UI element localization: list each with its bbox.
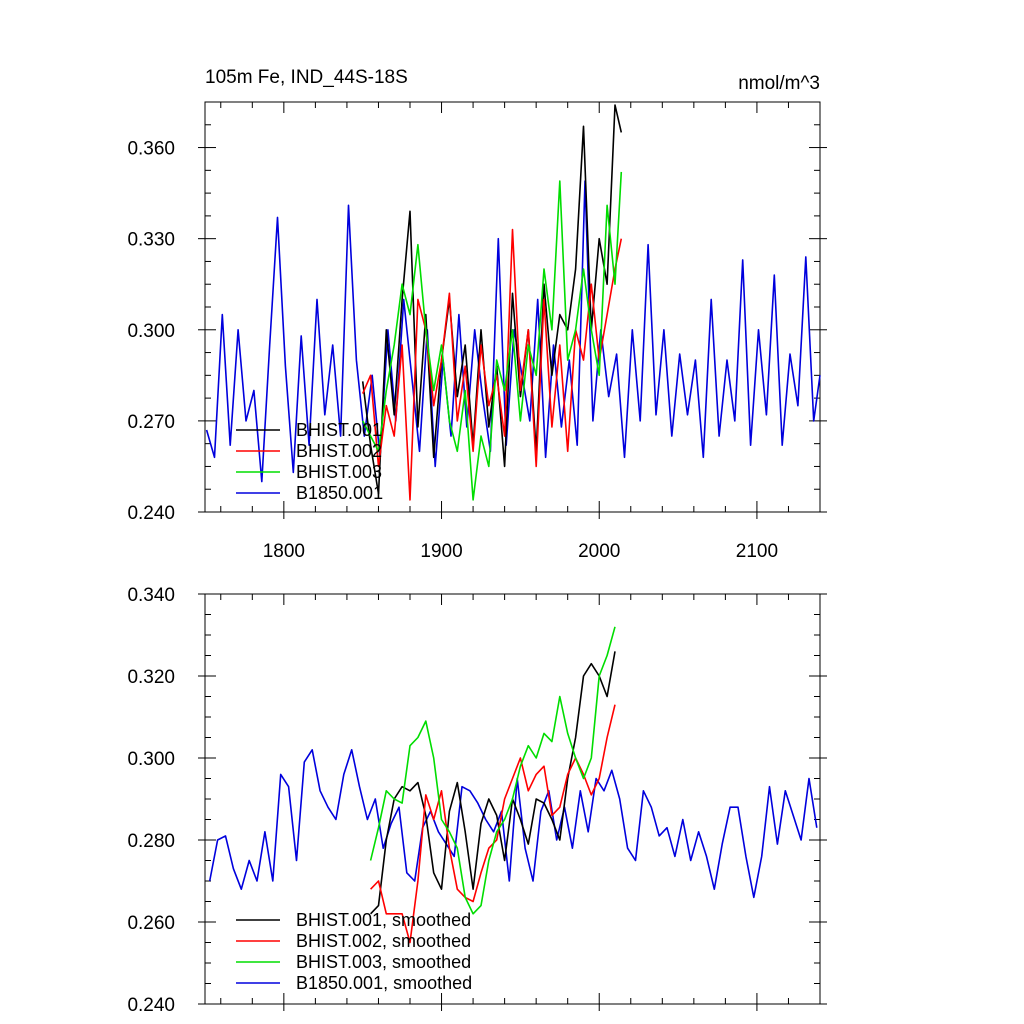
legend-label: BHIST.003, smoothed [296, 952, 471, 972]
chart-title: 105m Fe, IND_44S-18S [205, 67, 408, 88]
series-line-bhist-003 [369, 626, 616, 915]
x-tick-label: 2000 [578, 541, 620, 562]
series-line-bhist-001 [370, 651, 616, 915]
top-panel: 0.240 0.270 0.300 0.330 0.360 1800 1900 2000 210… [127, 67, 827, 562]
legend-label: B1850.001, smoothed [296, 973, 472, 993]
y-tick-label: 0.330 [127, 230, 175, 251]
legend-label: BHIST.003 [296, 462, 382, 482]
series-line-bhist-002 [361, 228, 623, 501]
series-line-b1850-001 [205, 180, 821, 483]
y-tick-label: 0.260 [127, 913, 175, 934]
series-line-b1850-001 [208, 748, 818, 899]
y-tick-label: 0.300 [127, 321, 175, 342]
legend-label: BHIST.001, smoothed [296, 910, 471, 930]
series-line-bhist-002 [370, 704, 616, 944]
y-tick-label: 0.240 [127, 503, 175, 524]
x-tick-label: 2100 [736, 541, 778, 562]
x-tick-label: 1900 [420, 541, 462, 562]
y-tick-label: 0.340 [127, 585, 175, 606]
y-tick-label: 0.360 [127, 139, 175, 160]
y-tick-label: 0.280 [127, 831, 175, 852]
legend-label: BHIST.002 [296, 441, 382, 461]
series-line-bhist-001 [361, 104, 623, 495]
x-tick-label: 1800 [263, 541, 305, 562]
y-tick-label: 0.240 [127, 995, 175, 1016]
y-tick-label: 0.270 [127, 412, 175, 433]
legend-label: BHIST.002, smoothed [296, 931, 471, 951]
y-tick-label: 0.320 [127, 667, 175, 688]
bottom-panel: 0.240 0.260 0.280 0.300 0.320 0.340 BHIST.001,… [127, 585, 827, 1016]
series-line-bhist-003 [361, 171, 623, 501]
legend-label: B1850.001 [296, 483, 383, 503]
units-label: nmol/m^3 [738, 73, 820, 94]
legend-label: BHIST.001 [296, 420, 382, 440]
y-tick-label: 0.300 [127, 749, 175, 770]
